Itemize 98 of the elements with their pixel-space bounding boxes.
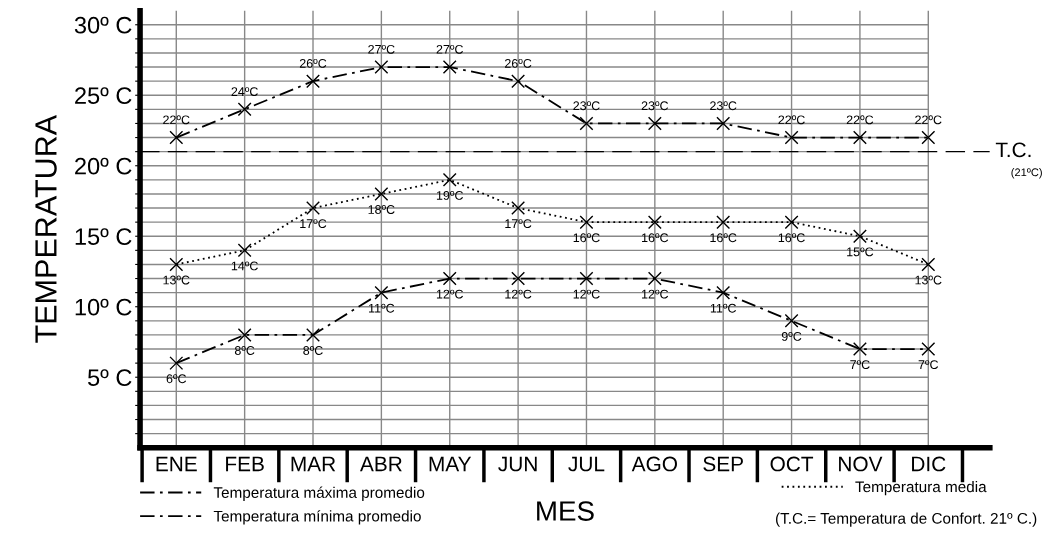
data-label: 11ºC <box>369 303 395 313</box>
point <box>716 285 731 300</box>
point <box>306 74 320 89</box>
point <box>647 215 662 230</box>
point <box>374 186 389 201</box>
point <box>579 215 594 230</box>
x-tick-label: DIC <box>912 456 946 472</box>
data-label: 9ºC <box>781 331 802 341</box>
data-label: 22ºC <box>915 115 942 125</box>
point <box>442 271 457 286</box>
y-axis-title: TEMPERATURA <box>35 114 57 343</box>
data-label: 12ºC <box>436 289 464 299</box>
x-tick-label: ABR <box>360 456 402 472</box>
data-label: 27ºC <box>436 44 464 54</box>
data-label: 16ºC <box>710 233 737 243</box>
x-tick-label: SEP <box>703 456 743 472</box>
data-label: 6ºC <box>166 374 187 384</box>
point <box>306 201 320 215</box>
text: (T.C.= Temperatura de Confort. 21º C.) <box>776 512 1037 527</box>
point <box>921 257 936 272</box>
point <box>511 74 526 89</box>
point <box>784 313 799 328</box>
point <box>442 172 457 187</box>
point <box>852 342 867 356</box>
point <box>852 130 867 145</box>
x-tick-label: MAY <box>429 456 472 472</box>
point <box>169 356 184 371</box>
point <box>579 116 594 131</box>
x-tick-label: NOV <box>839 456 883 472</box>
point <box>921 130 936 145</box>
data-label: 23ºC <box>573 101 600 111</box>
point <box>647 271 662 286</box>
data-label: 16ºC <box>573 233 600 243</box>
x-tick-label: OCT <box>770 456 814 472</box>
y-tick-label: 5º C <box>87 369 132 387</box>
point <box>237 243 252 258</box>
point <box>374 60 389 74</box>
data-label: 16ºC <box>778 233 805 243</box>
point <box>237 327 252 342</box>
data-label: 22ºC <box>846 115 874 125</box>
point <box>579 271 594 286</box>
ref-line-label: T.C. <box>995 142 1031 158</box>
x-tick-label: MAR <box>291 456 336 472</box>
x-tick-label: FEB <box>226 456 264 472</box>
data-label: 23ºC <box>710 101 737 111</box>
data-label: 12ºC <box>505 289 532 299</box>
point <box>374 285 389 300</box>
point <box>169 130 184 145</box>
data-label: 22ºC <box>778 115 805 125</box>
point <box>921 342 936 356</box>
point <box>442 60 457 74</box>
y-tick-label: 30º C <box>74 16 132 34</box>
y-tick-label: 25º C <box>75 87 132 105</box>
data-label: 12ºC <box>573 289 600 299</box>
point <box>169 257 184 272</box>
data-label: 19ºC <box>436 191 464 200</box>
legend-label: Temperatura mínima promedio <box>213 510 421 525</box>
data-label: 27ºC <box>368 44 395 54</box>
data-label: 13ºC <box>915 275 942 285</box>
legend-label: Temperatura media <box>855 481 987 496</box>
point <box>511 201 526 215</box>
data-label: 26ºC <box>299 58 327 68</box>
data-label: 14ºC <box>231 261 258 271</box>
legend-label: Temperatura máxima promedio <box>213 486 425 501</box>
data-label: 8ºC <box>303 346 323 355</box>
data-label: 13ºC <box>163 275 190 285</box>
y-tick-label: 15º C <box>75 228 132 246</box>
x-tick-label: AGO <box>631 456 677 472</box>
x-axis-title: MES <box>537 501 594 521</box>
text: (21ºC) <box>1011 168 1042 179</box>
y-tick-label: 20º C <box>75 157 132 175</box>
data-label: 12ºC <box>642 289 669 299</box>
y-tick-label: 10º C <box>75 298 132 316</box>
x-tick-label: JUN <box>498 456 537 472</box>
point <box>237 102 252 117</box>
data-label: 17ºC <box>300 219 327 229</box>
point <box>716 116 731 131</box>
data-label: 7ºC <box>918 360 939 370</box>
data-label: 8ºC <box>234 346 255 355</box>
point <box>306 327 320 342</box>
data-label: 18ºC <box>368 205 395 214</box>
data-label: 26ºC <box>504 58 532 68</box>
x-tick-label: JUL <box>568 456 605 472</box>
point <box>716 215 731 230</box>
data-label: 15ºC <box>847 247 874 257</box>
point <box>852 229 867 244</box>
point <box>647 116 662 131</box>
x-tick-label: ENE <box>156 456 197 472</box>
data-label: 17ºC <box>505 219 532 229</box>
data-label: 11ºC <box>710 303 737 313</box>
data-label: 23ºC <box>641 101 669 111</box>
data-label: 7ºC <box>850 360 870 370</box>
point <box>511 271 526 286</box>
data-label: 24ºC <box>231 87 258 97</box>
data-label: 16ºC <box>642 233 669 243</box>
point <box>784 130 799 145</box>
point <box>784 215 799 230</box>
data-label: 22ºC <box>163 115 190 125</box>
